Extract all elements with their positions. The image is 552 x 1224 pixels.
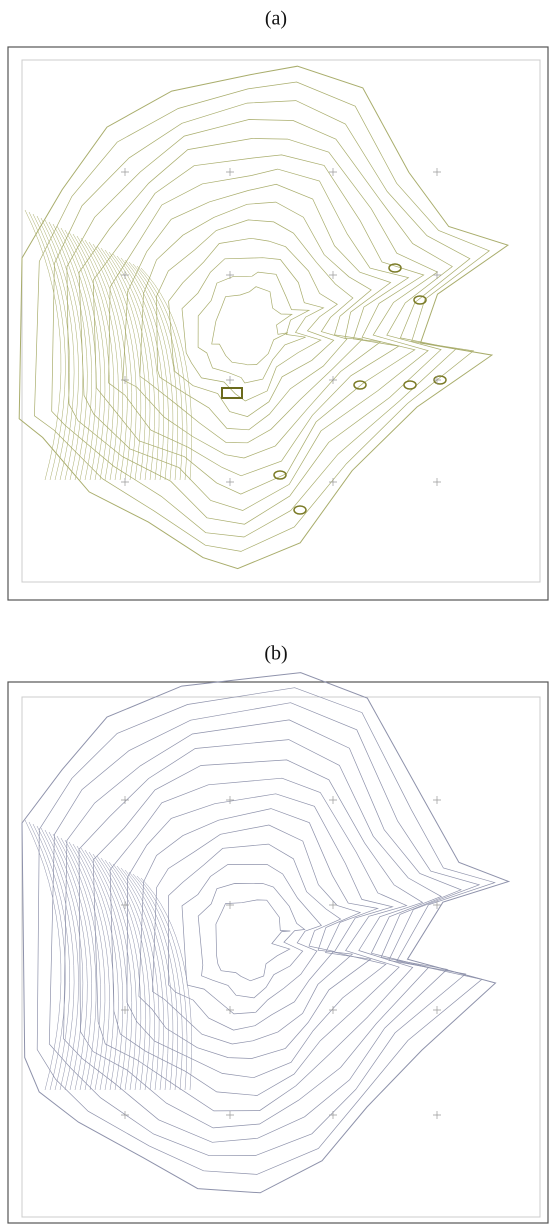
contour-line (127, 794, 393, 1078)
contour-line (137, 266, 187, 480)
contour-line (25, 210, 61, 480)
contour-line (212, 287, 292, 365)
contour-line (169, 844, 341, 1030)
contour-line (19, 66, 508, 568)
contour-line (182, 258, 324, 401)
grid-cross (433, 478, 441, 486)
contour-line (79, 139, 437, 511)
contour-line (157, 220, 353, 430)
panel-label: (a) (265, 8, 287, 30)
contour-line (34, 82, 489, 551)
grid-cross (121, 478, 129, 486)
feature (404, 381, 416, 389)
contour-line (169, 238, 338, 416)
contour-line (81, 848, 123, 1090)
panel-frame (8, 682, 548, 1223)
contour-line (53, 834, 92, 1090)
contour-line (121, 868, 168, 1090)
contour-line (61, 228, 101, 480)
contour-line (77, 236, 118, 480)
grid-cross (226, 478, 234, 486)
panel-frame (8, 47, 548, 600)
figure: (a) (b) (0, 0, 552, 1224)
contour-line (137, 876, 187, 1090)
contour-line (93, 760, 422, 1111)
contour-line (57, 836, 96, 1090)
contour-line (57, 226, 96, 480)
grid-cross (329, 1006, 337, 1014)
panel-b (8, 673, 548, 1223)
panel-a (8, 47, 548, 600)
contour-line (125, 260, 173, 480)
grid-cross (121, 168, 129, 176)
contour-line (93, 155, 424, 494)
contour-line (45, 220, 83, 480)
contour-line (69, 842, 109, 1090)
grid-cross (433, 796, 441, 804)
contour-line (117, 866, 164, 1090)
grid-cross (433, 1111, 441, 1119)
inner-frame (22, 60, 540, 582)
contour-line (216, 900, 290, 981)
grid-cross (433, 376, 441, 384)
contour-line (125, 870, 173, 1090)
grid-cross (433, 168, 441, 176)
grid-cross (226, 168, 234, 176)
feature (389, 264, 401, 272)
contour-line (41, 218, 79, 480)
contour-line (41, 828, 79, 1090)
grid-cross (329, 901, 337, 909)
grid-cross (329, 796, 337, 804)
grid-cross (226, 376, 234, 384)
grid-cross (226, 901, 234, 909)
contour-line (65, 840, 105, 1090)
grid-cross (226, 1111, 234, 1119)
grid-cross (433, 1006, 441, 1014)
grid-cross (433, 271, 441, 279)
feature (414, 296, 426, 304)
contour-line (182, 865, 321, 1014)
contour-line (73, 234, 114, 480)
contour-line (45, 830, 83, 1090)
contour-line (29, 822, 65, 1090)
grid-cross (121, 1006, 129, 1014)
feature (354, 381, 366, 389)
grid-cross (226, 796, 234, 804)
grid-cross (121, 796, 129, 804)
contour-line (77, 846, 118, 1090)
grid-cross (329, 1111, 337, 1119)
panel-label: (b) (264, 643, 287, 665)
contour-line (109, 169, 409, 476)
feature (294, 506, 306, 514)
contour-line (67, 120, 452, 525)
contour-line (25, 820, 61, 1090)
contour-line (52, 101, 470, 537)
grid-cross (329, 478, 337, 486)
grid-cross (226, 271, 234, 279)
contour-line (123, 184, 391, 458)
contour-line (69, 232, 109, 480)
